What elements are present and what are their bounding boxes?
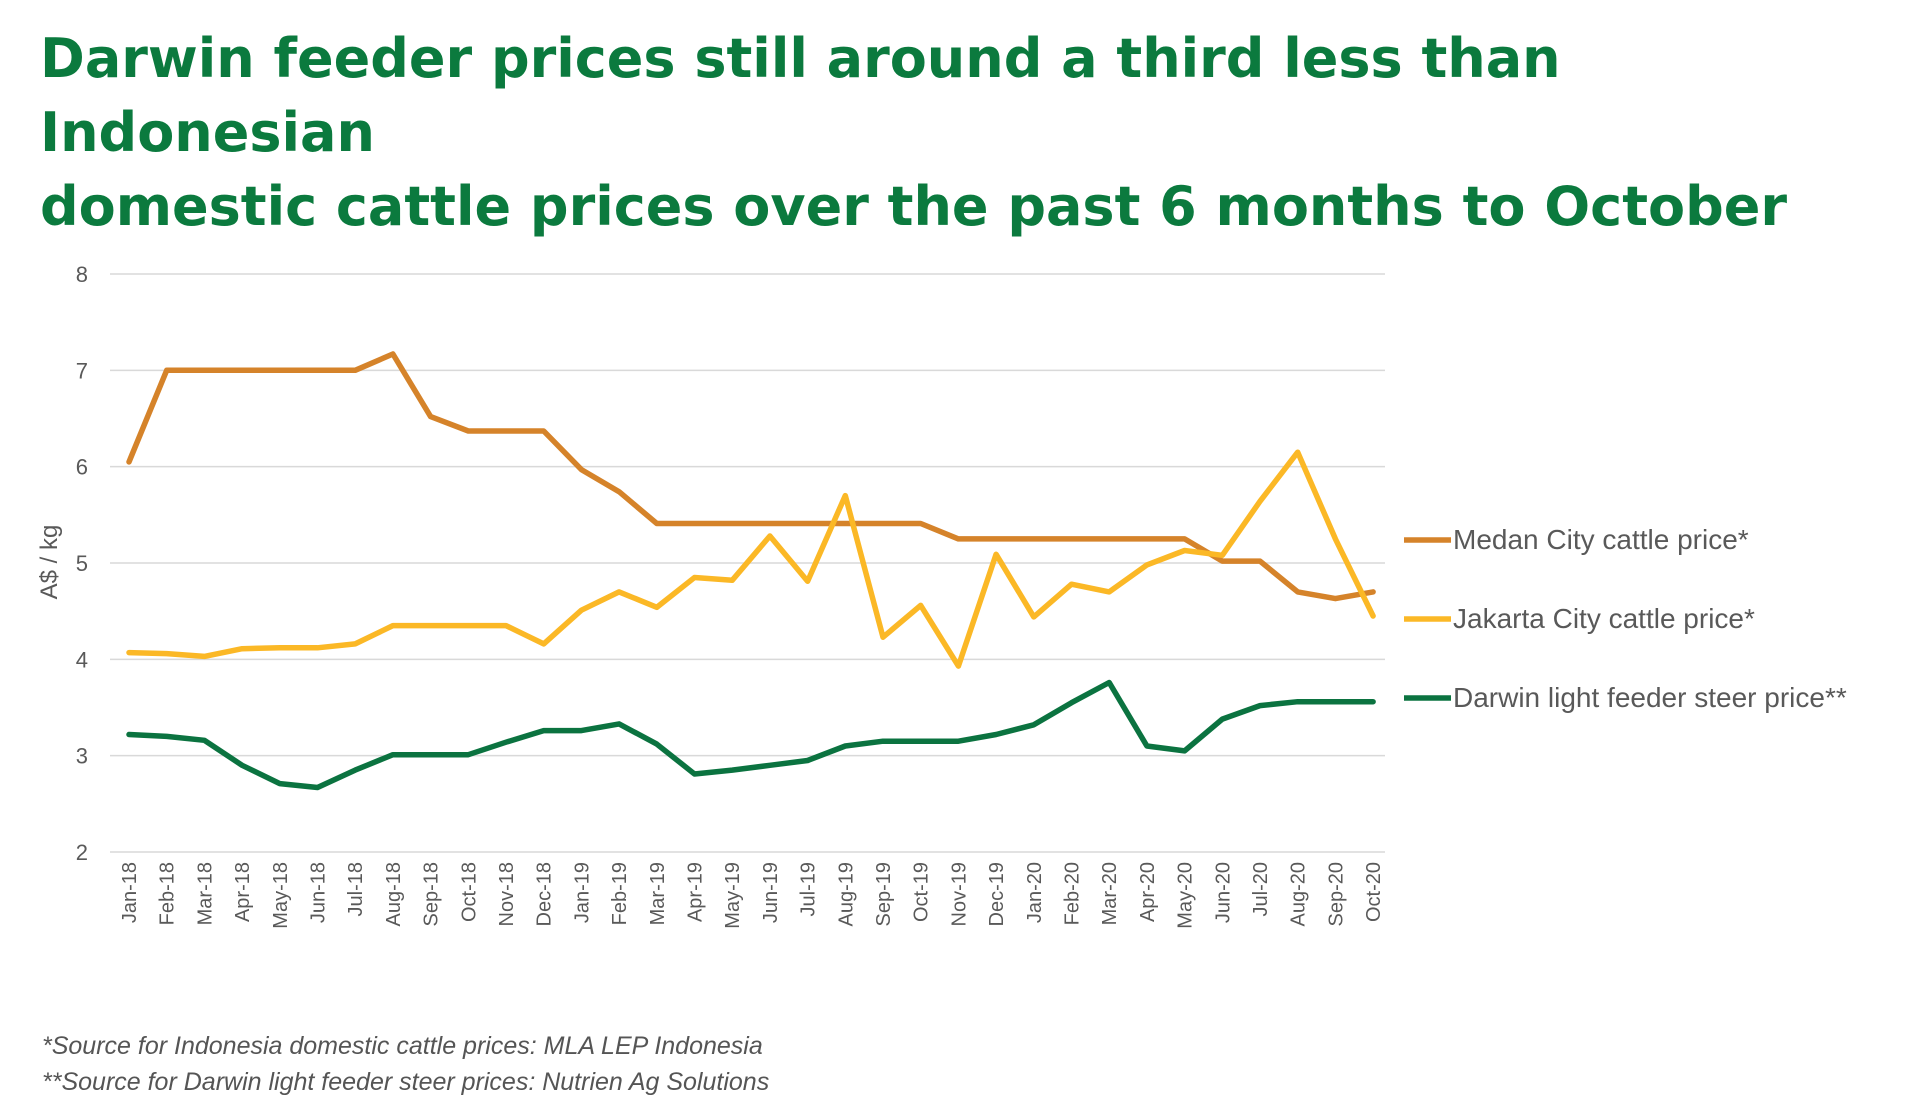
x-tick-label: Oct-20	[1363, 862, 1385, 922]
x-tick-label: Mar-19	[647, 862, 669, 925]
x-tick-label: Nov-18	[496, 862, 518, 926]
x-tick-label: Jun-18	[308, 862, 330, 923]
x-tick-label: Dec-19	[986, 862, 1008, 926]
x-tick-label: Aug-20	[1288, 862, 1310, 927]
x-tick-label: Jan-18	[119, 862, 141, 923]
y-tick-label: 2	[76, 840, 88, 865]
x-tick-label: Jan-20	[1024, 862, 1046, 923]
x-tick-label: Mar-20	[1099, 862, 1121, 925]
x-tick-label: May-18	[270, 862, 292, 929]
source-note-darwin: **Source for Darwin light feeder steer p…	[42, 1068, 770, 1096]
x-tick-label: May-19	[722, 862, 744, 929]
chart-title-line-2: domestic cattle prices over the past 6 m…	[40, 175, 1788, 238]
y-tick-label: 4	[76, 647, 88, 672]
x-tick-label: Aug-19	[835, 862, 857, 927]
legend-label-1: Medan City cattle price*	[1453, 524, 1749, 555]
y-tick-label: 8	[76, 262, 88, 287]
x-tick-label: Nov-19	[948, 862, 970, 926]
series-line-1	[126, 351, 1376, 602]
chart-title: Darwin feeder prices still around a thir…	[40, 22, 1880, 244]
x-tick-label: Mar-18	[194, 862, 216, 925]
x-tick-label: Sep-20	[1325, 862, 1347, 927]
x-tick-label: Feb-19	[609, 862, 631, 925]
x-tick-label: Jan-19	[571, 862, 593, 923]
y-tick-label: 3	[76, 744, 88, 769]
y-tick-label: 6	[76, 455, 88, 480]
x-tick-label: Sep-18	[421, 862, 443, 927]
data-series	[126, 351, 1376, 791]
x-tick-label: Jul-18	[345, 862, 367, 916]
x-tick-label: Jun-19	[760, 862, 782, 923]
y-tick-label: 5	[76, 551, 88, 576]
x-tick-label: Jul-20	[1250, 862, 1272, 916]
legend-label-2: Jakarta City cattle price*	[1453, 603, 1755, 634]
series-line-2	[126, 449, 1376, 669]
x-tick-label: Feb-20	[1062, 862, 1084, 925]
x-tick-label: May-20	[1175, 862, 1197, 929]
x-tick-label: Feb-18	[157, 862, 179, 925]
x-axis-ticks: Jan-18 Feb-18 Mar-18 Apr-18 May-18 Jun-18 Jul-…	[119, 862, 1385, 929]
x-tick-label: Apr-19	[685, 862, 707, 922]
chart-title-line-1: Darwin feeder prices still around a thir…	[40, 27, 1561, 164]
source-note-indonesia: *Source for Indonesia domestic cattle pr…	[42, 1032, 763, 1060]
x-tick-label: Apr-20	[1137, 862, 1159, 922]
x-tick-label: Dec-18	[534, 862, 556, 926]
x-tick-label: Oct-18	[458, 862, 480, 922]
x-tick-label: Jul-19	[798, 862, 820, 916]
y-tick-label: 7	[76, 358, 88, 383]
x-tick-label: Aug-18	[383, 862, 405, 927]
x-tick-label: Sep-19	[873, 862, 895, 927]
x-tick-label: Apr-18	[232, 862, 254, 922]
legend-label-3: Darwin light feeder steer price**	[1453, 682, 1847, 713]
x-tick-label: Jun-20	[1212, 862, 1234, 923]
series-line-3	[126, 679, 1376, 791]
y-axis-label: A$ / kg	[36, 525, 63, 600]
y-axis-ticks: 2 3 4 5 6 7 8	[76, 262, 88, 865]
legend: Medan City cattle price* Jakarta City cat…	[1404, 524, 1847, 713]
x-tick-label: Oct-19	[911, 862, 933, 922]
